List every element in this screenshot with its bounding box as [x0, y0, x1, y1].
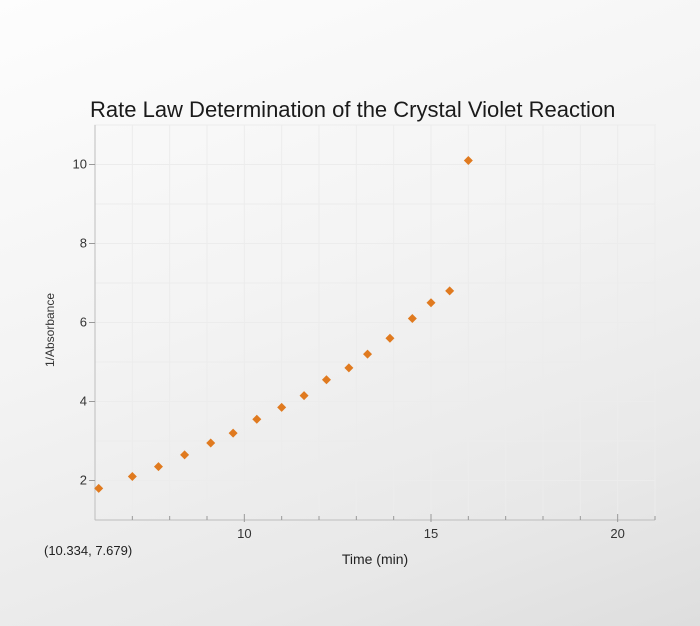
data-point	[180, 450, 190, 460]
data-point	[299, 391, 309, 401]
y-axis-label: 1/Absorbance	[43, 292, 57, 368]
data-point	[321, 375, 331, 385]
axes: 10 15 20 2 4 6 8 10	[73, 125, 656, 541]
cursor-coordinate-readout: (10.334, 7.679)	[44, 543, 133, 558]
x-tick-label: 15	[424, 526, 438, 541]
data-point	[252, 414, 262, 424]
y-tick-label: 10	[73, 157, 87, 172]
y-tick-label: 4	[80, 394, 87, 409]
data-point	[206, 438, 216, 448]
data-point	[153, 462, 163, 472]
data-points	[94, 156, 473, 493]
data-point	[277, 402, 287, 412]
grid	[94, 124, 656, 521]
y-tick-label: 2	[80, 473, 87, 488]
data-point	[385, 333, 395, 343]
data-point	[94, 483, 104, 493]
data-point	[426, 298, 436, 308]
data-point	[363, 349, 373, 359]
y-tick-label: 6	[80, 315, 87, 330]
data-point	[127, 472, 137, 482]
data-point	[463, 156, 473, 166]
x-tick-label: 10	[237, 526, 251, 541]
chart-title: Rate Law Determination of the Crystal Vi…	[90, 97, 616, 122]
data-point	[344, 363, 354, 373]
data-point	[445, 286, 455, 296]
x-tick-label: 20	[610, 526, 624, 541]
x-axis-label: Time (min)	[341, 551, 409, 567]
data-point	[407, 314, 417, 324]
y-tick-label: 8	[80, 236, 87, 251]
data-point	[228, 428, 238, 438]
